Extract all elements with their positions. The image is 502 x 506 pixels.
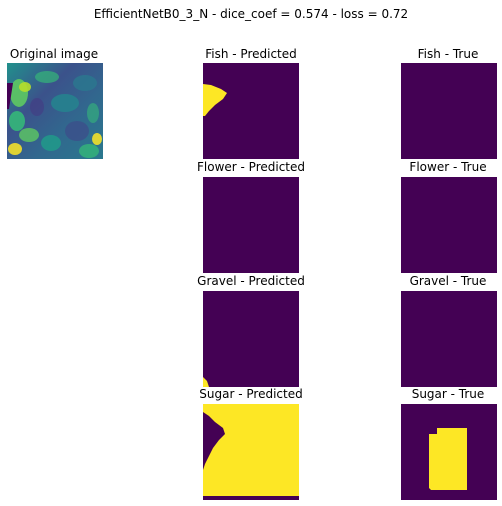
- flower-true-title: Flower - True: [409, 160, 487, 174]
- flower-predicted-mask: [203, 177, 299, 273]
- flower-true-mask: [401, 177, 497, 273]
- mask-background: [203, 63, 299, 159]
- gravel-true-mask: [401, 291, 497, 387]
- mask-background: [401, 291, 497, 387]
- original-image-svg: [7, 63, 103, 159]
- predicted-region: [203, 377, 209, 387]
- background-region: [203, 496, 299, 500]
- mask-background: [203, 177, 299, 273]
- fish-predicted-mask: [203, 63, 299, 159]
- sugar-predicted-mask: [203, 404, 299, 500]
- true-region: [429, 428, 467, 490]
- mask-background: [401, 177, 497, 273]
- sugar-true-mask: [401, 404, 497, 500]
- original-image: [7, 63, 103, 159]
- original-image-title: Original image: [9, 47, 99, 61]
- flower-predicted-title: Flower - Predicted: [197, 160, 305, 174]
- fish-true-title: Fish - True: [417, 47, 479, 61]
- sugar-true-title: Sugar - True: [411, 387, 485, 401]
- mask-background: [203, 404, 299, 500]
- mask-background: [401, 63, 497, 159]
- gravel-true-title: Gravel - True: [409, 274, 487, 288]
- sugar-predicted-title: Sugar - Predicted: [199, 387, 303, 401]
- fish-predicted-title: Fish - Predicted: [205, 47, 297, 61]
- gravel-predicted-title: Gravel - Predicted: [197, 274, 305, 288]
- fish-true-mask: [401, 63, 497, 159]
- mask-background: [203, 291, 299, 387]
- gravel-predicted-mask: [203, 291, 299, 387]
- predicted-region: [203, 84, 227, 116]
- background-region: [203, 412, 225, 470]
- figure-title: EfficientNetB0_3_N - dice_coef = 0.574 -…: [93, 7, 409, 21]
